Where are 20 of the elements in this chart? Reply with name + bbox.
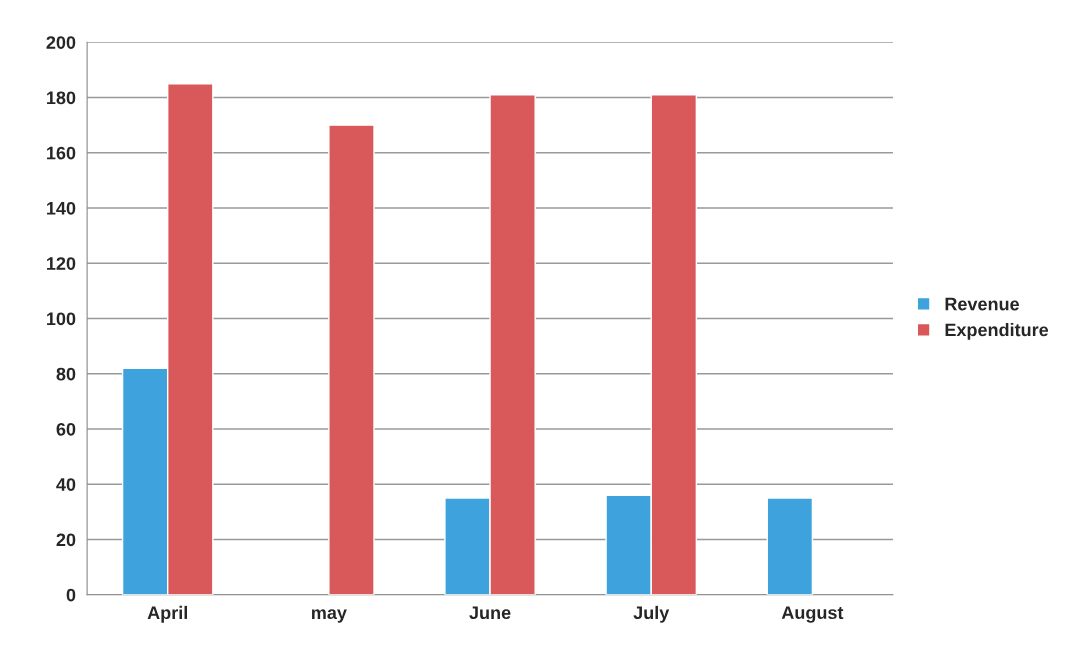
x-tick-label: August xyxy=(781,606,844,623)
legend-label: Expenditure xyxy=(945,323,1049,340)
y-tick-label: 100 xyxy=(47,312,76,326)
y-tick-label: 120 xyxy=(47,257,76,270)
x-tick-label: July xyxy=(633,605,670,623)
bar xyxy=(328,124,375,595)
x-tick-label: April xyxy=(147,605,187,623)
y-tick-label: 0 xyxy=(66,588,76,602)
y-tick-label: 20 xyxy=(56,533,76,547)
y-tick-label: 80 xyxy=(56,367,76,381)
y-tick-label: 40 xyxy=(56,478,76,491)
y-tick-label: 180 xyxy=(47,91,76,105)
y-tick-label: 160 xyxy=(47,146,76,160)
x-tick-label: June xyxy=(469,606,511,620)
y-tick-label: 60 xyxy=(56,422,76,436)
y-tick-label: 140 xyxy=(47,201,76,215)
bar xyxy=(766,497,814,595)
y-tick-label: 200 xyxy=(46,36,76,49)
legend-label: Revenue xyxy=(945,297,1020,311)
x-tick-label: may xyxy=(312,609,347,623)
